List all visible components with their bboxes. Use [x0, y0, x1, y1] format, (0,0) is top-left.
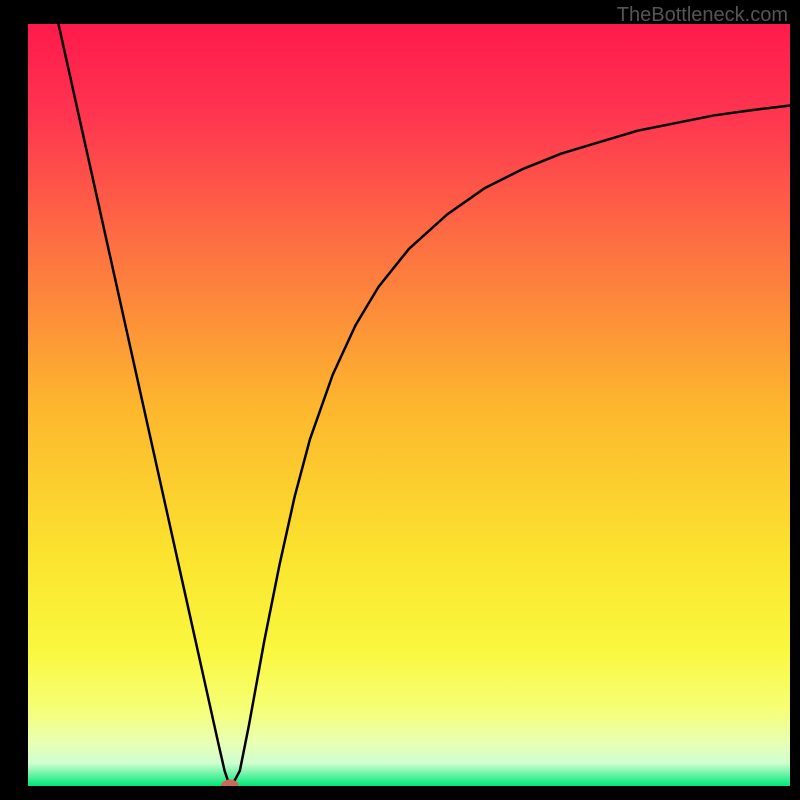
- chart-container: TheBottleneck.com: [0, 0, 800, 800]
- bottleneck-chart: [0, 0, 800, 800]
- frame-left: [0, 0, 28, 800]
- frame-right: [790, 0, 800, 800]
- watermark-text: TheBottleneck.com: [617, 4, 788, 27]
- frame-bottom: [0, 786, 800, 800]
